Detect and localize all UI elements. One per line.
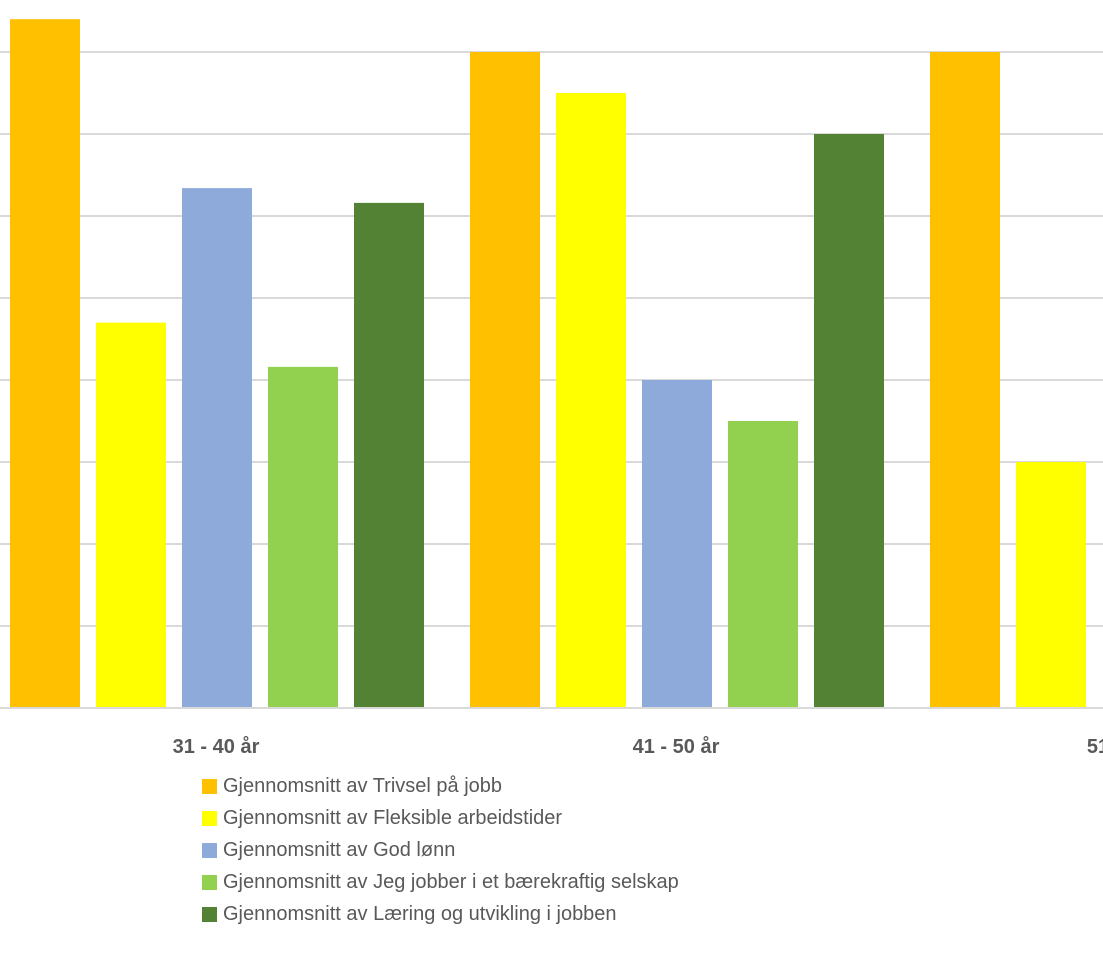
legend-swatch xyxy=(202,842,217,858)
bars xyxy=(10,19,1086,708)
legend-swatch xyxy=(202,874,217,890)
bar xyxy=(268,366,338,708)
bar xyxy=(354,202,424,708)
bar xyxy=(10,19,80,708)
legend-label: Gjennomsnitt av Fleksible arbeidstider xyxy=(223,806,563,829)
bar xyxy=(182,188,252,708)
legend-swatch xyxy=(202,810,217,826)
legend: Gjennomsnitt av Trivsel på jobb Gjennomsn… xyxy=(202,770,679,930)
legend-label: Gjennomsnitt av God lønn xyxy=(223,838,456,861)
legend-item: Gjennomsnitt av Trivsel på jobb xyxy=(202,770,679,802)
legend-item: Gjennomsnitt av Læring og utvikling i jo… xyxy=(202,898,679,930)
category-label: 31 - 40 år xyxy=(173,735,260,758)
legend-swatch xyxy=(202,778,217,794)
bar xyxy=(814,134,884,708)
legend-label: Gjennomsnitt av Jeg jobber i et bærekraf… xyxy=(223,870,679,893)
category-label: 41 - 50 år xyxy=(633,735,720,758)
bar xyxy=(96,322,166,708)
bar xyxy=(1016,462,1086,708)
bar-chart: 31 - 40 år 41 - 50 år 51 xyxy=(0,19,1103,758)
category-labels: 31 - 40 år 41 - 50 år 51 xyxy=(173,735,1103,758)
bar xyxy=(642,380,712,708)
legend-label: Gjennomsnitt av Læring og utvikling i jo… xyxy=(223,902,617,925)
legend-item: Gjennomsnitt av God lønn xyxy=(202,834,679,866)
bar xyxy=(930,52,1000,708)
bar xyxy=(556,93,626,708)
bar xyxy=(728,421,798,708)
category-label: 51 xyxy=(1087,736,1103,758)
legend-swatch xyxy=(202,906,217,922)
legend-item: Gjennomsnitt av Jeg jobber i et bærekraf… xyxy=(202,866,679,898)
legend-item: Gjennomsnitt av Fleksible arbeidstider xyxy=(202,802,679,834)
legend-label: Gjennomsnitt av Trivsel på jobb xyxy=(223,774,503,797)
bar xyxy=(470,52,540,708)
